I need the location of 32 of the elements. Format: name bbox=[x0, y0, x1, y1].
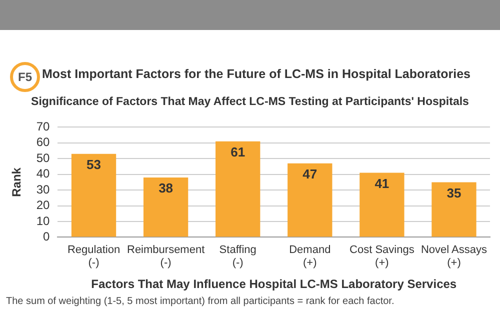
text: The sum of weighting (1-5, 5 most important) from all participants = rank for each factor. bbox=[6, 296, 394, 307]
y-tick-label: 60 bbox=[36, 135, 50, 150]
data-label: 38 bbox=[158, 180, 174, 196]
chart-title: Most Important Factors for the Future of LC-MS in Hospital Laboratories bbox=[42, 67, 470, 81]
bar bbox=[71, 154, 116, 237]
bar bbox=[143, 177, 188, 237]
x-tick-label: Staffing (-) bbox=[219, 244, 256, 270]
y-tick-label: 70 bbox=[36, 120, 50, 134]
y-tick-label: 40 bbox=[36, 166, 50, 181]
y-tick-label: 30 bbox=[36, 182, 50, 196]
x-tick-label: Cost Savings (+) bbox=[350, 244, 415, 270]
bar bbox=[432, 182, 476, 237]
y-axis-title: Rank bbox=[10, 167, 24, 197]
y-tick-label: 20 bbox=[36, 198, 50, 212]
x-tick-label: Reimbursement (-) bbox=[126, 244, 205, 270]
x-tick-label: Demand (+) bbox=[289, 244, 331, 270]
data-label: 61 bbox=[230, 144, 246, 160]
chart-subtitle: Significance of Factors That May Affect LC-MS Testing at Participants' Hospitals bbox=[30, 96, 470, 108]
x-tick-label: Novel Assays (+) bbox=[420, 244, 488, 270]
data-label: 41 bbox=[374, 176, 390, 191]
data-label: 35 bbox=[446, 185, 462, 200]
y-tick-label: 10 bbox=[36, 214, 50, 228]
bar bbox=[288, 163, 332, 237]
text: F5 bbox=[10, 62, 40, 92]
y-tick-label: 50 bbox=[36, 150, 50, 165]
data-label: 47 bbox=[302, 166, 318, 182]
bar bbox=[360, 172, 404, 237]
y-tick-label: 0 bbox=[43, 230, 50, 244]
bar bbox=[216, 141, 260, 237]
data-label: 53 bbox=[86, 156, 102, 172]
x-tick-label: Regulation (-) bbox=[67, 244, 120, 270]
x-axis-title: Factors That May Influence Hospital LC-MS Laboratory Services bbox=[91, 277, 457, 292]
